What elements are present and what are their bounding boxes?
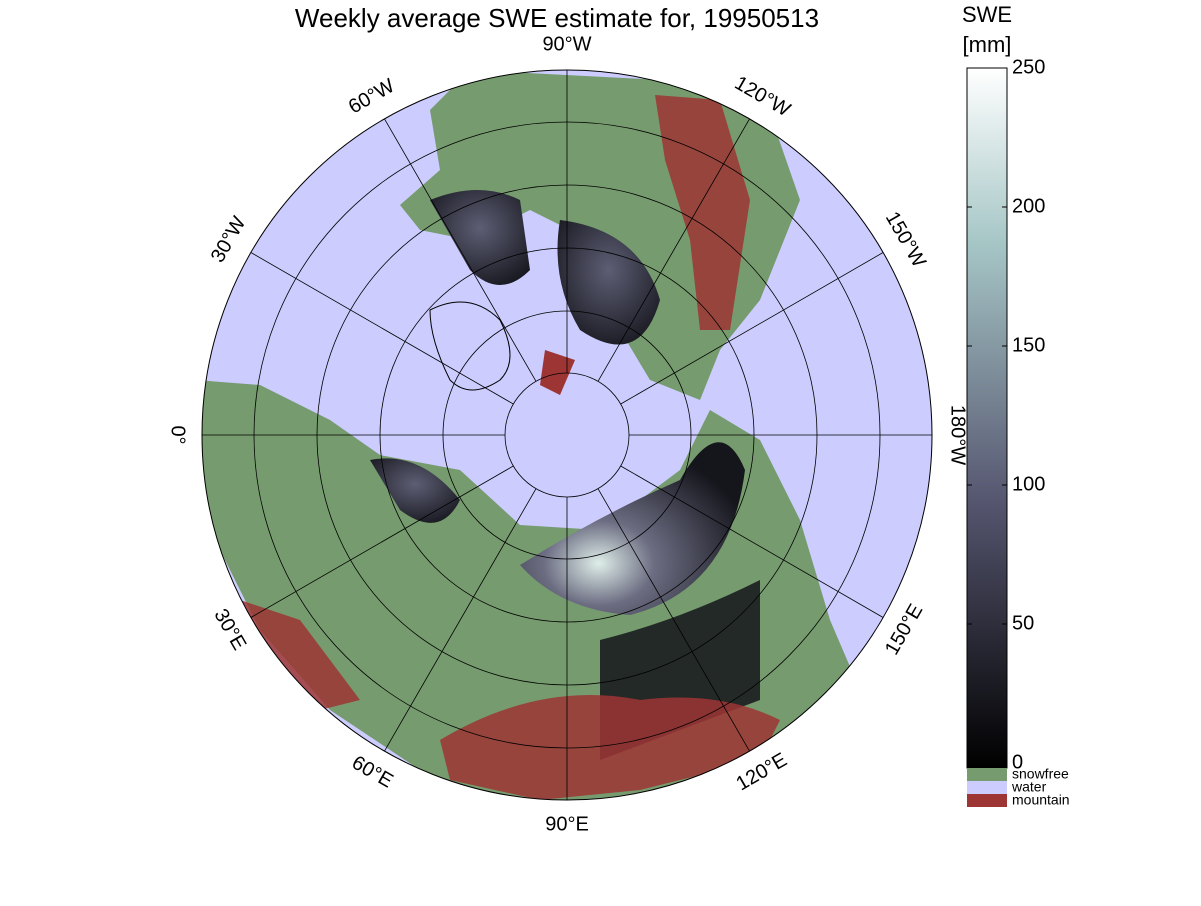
snow-scandinavia <box>370 458 460 523</box>
colorbar-tick-label: 100 <box>1012 473 1045 495</box>
map <box>202 70 932 800</box>
longitude-label: 0° <box>167 425 189 444</box>
longitude-label: 60°W <box>345 75 399 119</box>
meridian <box>384 118 537 382</box>
graticule <box>202 70 932 800</box>
colorbar-tick-label: 200 <box>1012 195 1045 217</box>
colorbar <box>966 67 1008 769</box>
legend-label: water <box>1011 779 1047 795</box>
longitude-label: 30°E <box>209 605 250 654</box>
colorbar-tick-label: 150 <box>1012 334 1045 356</box>
colorbar-title: [mm] <box>963 32 1012 57</box>
legend-swatch <box>967 781 1007 794</box>
meridian <box>384 488 537 752</box>
colorbar-title: SWE <box>962 2 1012 27</box>
legend-label: mountain <box>1012 792 1070 808</box>
greenland <box>429 301 511 391</box>
title: Weekly average SWE estimate for, 1995051… <box>295 3 819 33</box>
mountain-island <box>540 350 575 395</box>
meridian <box>597 488 750 752</box>
meridian <box>250 252 514 405</box>
colorbar-tick-label: 50 <box>1012 612 1034 634</box>
legend-label: snowfree <box>1012 766 1069 782</box>
snow-canada <box>430 190 530 285</box>
longitude-label: 180°W <box>947 405 969 465</box>
longitude-label: 30°W <box>207 213 251 267</box>
meridian <box>620 252 884 405</box>
meridian <box>620 465 884 618</box>
mountain-europe <box>240 600 360 710</box>
meridian <box>250 465 514 618</box>
legend-swatch <box>967 768 1007 781</box>
map-frame <box>201 69 933 801</box>
colorbar-tick-label: 0 <box>1012 751 1023 773</box>
longitude-label: 90°W <box>542 33 591 55</box>
mountain-asia <box>440 695 780 800</box>
colorbar-tick-label: 250 <box>1012 56 1045 78</box>
mountain-rockies <box>655 95 750 330</box>
longitude-label: 60°E <box>348 752 397 793</box>
longitude-label: 90°E <box>545 813 589 835</box>
snow-siberia <box>520 442 745 615</box>
meridian <box>597 118 750 382</box>
snow-arctic <box>557 220 660 345</box>
legend-swatch <box>967 794 1007 807</box>
